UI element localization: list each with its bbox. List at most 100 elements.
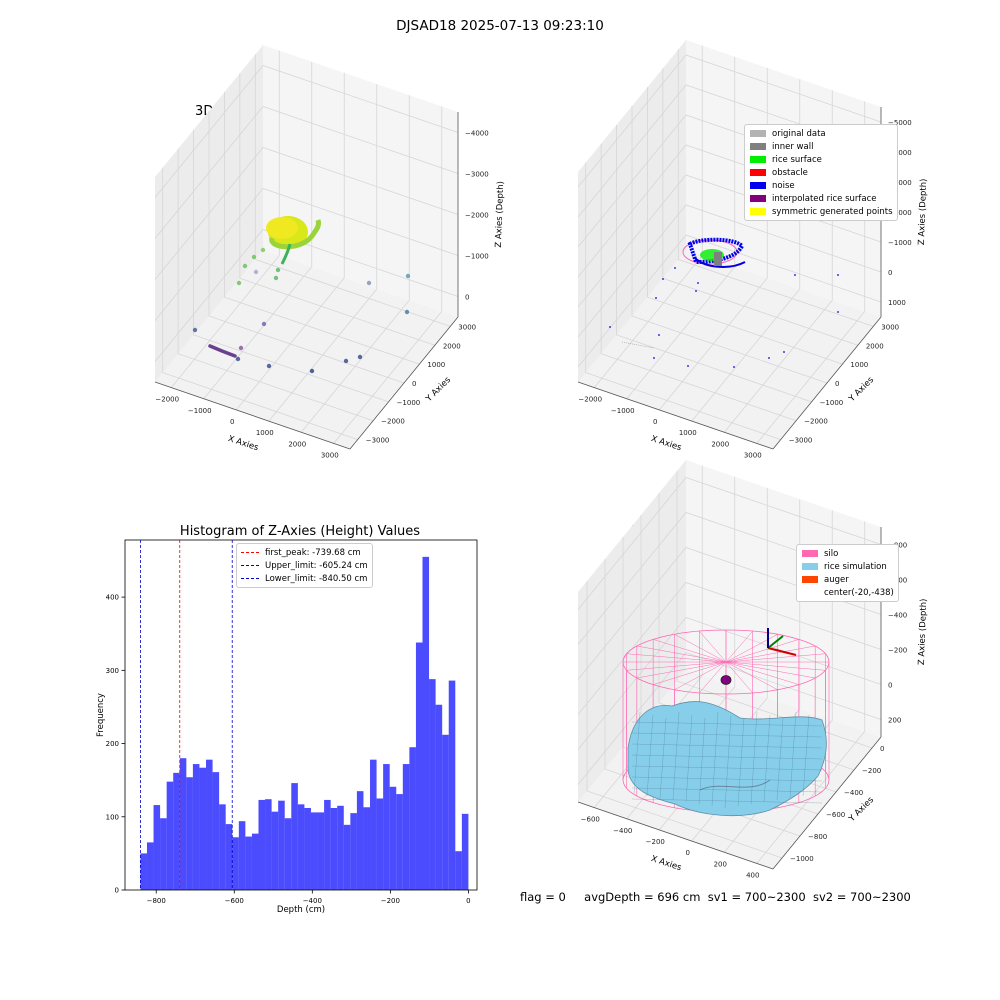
raw-data-point (236, 280, 242, 286)
silo-roof-spoke (725, 661, 778, 690)
y-tick-label: 0 (115, 887, 119, 895)
histogram-bar (310, 812, 318, 890)
raw-grid-z (154, 188, 459, 321)
cls-ytick-label: −2000 (804, 418, 828, 426)
raw-grid-y (254, 54, 451, 327)
sim-ytick-label: −200 (862, 767, 881, 775)
cls-noise-point (768, 357, 770, 359)
rice-mesh-line (789, 711, 797, 799)
legend-swatch (802, 550, 818, 557)
cls-grid-y (647, 87, 843, 365)
axis-arrow-y (767, 635, 784, 649)
legend-item: symmetric generated points (745, 205, 897, 218)
histogram-bar (337, 805, 344, 890)
silo-roof-spoke (653, 661, 727, 685)
cls-xtick-label: 0 (653, 418, 657, 426)
x-tick-label: −200 (381, 897, 400, 905)
silo-roof-spoke (636, 661, 727, 679)
histogram-bar (166, 781, 174, 890)
raw-data-streak (208, 344, 237, 358)
cls-ztick-label: −5000 (888, 119, 912, 127)
histogram-bar (160, 818, 167, 890)
sim-ytick-label: −600 (826, 811, 845, 819)
silo-roof-spoke (725, 661, 826, 671)
legend-label: inner wall (772, 141, 814, 152)
raw-surface-edge (269, 219, 321, 250)
silo-roof-spoke (725, 661, 799, 685)
y-tick-label: 100 (106, 813, 119, 821)
raw-wall-trail (280, 243, 292, 265)
raw-xtick-label: −1000 (188, 407, 212, 415)
cls-noise-point (783, 351, 785, 353)
rice-mesh-line (631, 743, 823, 749)
legend-label: rice simulation (824, 561, 887, 572)
cls-noise-ring (687, 237, 745, 265)
histogram-bar (304, 807, 311, 890)
legend-item: silo (797, 547, 898, 560)
cls-grid-y (585, 162, 781, 440)
sv2-range: sv2 = 700~2300 (812, 890, 911, 904)
histogram-bar (435, 704, 443, 890)
legend-label: Lower_limit: -840.50 cm (265, 573, 368, 584)
silo-roof-spoke (725, 653, 826, 663)
cls-ytick-label: 3000 (881, 323, 899, 331)
raw-ytick-label: 1000 (427, 361, 445, 369)
raw-data-point (251, 254, 257, 260)
y-tick-label: 400 (106, 594, 119, 602)
histogram-bar (225, 824, 233, 890)
raw-grid-y (162, 167, 358, 440)
raw-x-axis-line (154, 381, 351, 450)
legend-item: interpolated rice surface (745, 192, 897, 205)
legend-swatch (750, 169, 766, 176)
sim-y-axis-label: Y Axies (846, 795, 876, 825)
cls-noise-point (653, 357, 655, 359)
rice-mesh-line (685, 714, 693, 803)
silo-roof-spoke (674, 634, 727, 663)
histogram-bar (192, 764, 200, 890)
raw-data-point (343, 358, 349, 364)
raw-grid-z (154, 65, 459, 198)
raw-grid-x (170, 50, 280, 388)
raw-data-point (366, 280, 372, 286)
cls-noise-arc (694, 257, 746, 268)
rice-mesh-line (631, 721, 823, 727)
raw-data-point (261, 321, 267, 327)
histogram-frame (124, 539, 478, 891)
y-tick-label: 300 (106, 667, 119, 675)
raw-grid-y (177, 148, 374, 422)
sim-xtick-label: 200 (714, 860, 727, 868)
cls-xtick-label: 1000 (679, 429, 697, 437)
legend-label: silo (824, 548, 839, 559)
silo-roof-spoke (725, 645, 816, 663)
raw-data-point (260, 247, 266, 253)
cls-noise-point (658, 334, 660, 336)
legend-swatch (802, 563, 818, 570)
histogram-bar (212, 772, 220, 890)
histogram-bar (389, 786, 397, 890)
legend-label: rice surface (772, 154, 822, 165)
cls-ztick-label: 1000 (888, 299, 906, 307)
silo-roof-spoke (653, 639, 727, 663)
axis-arrow-x (767, 647, 797, 656)
rice-mesh-line (776, 717, 784, 801)
raw-data-point (253, 269, 259, 275)
raw-grid-x (235, 72, 345, 411)
sim-x-axis-label: X Axies (650, 854, 683, 873)
raw-ytick-label: 2000 (443, 342, 461, 350)
histogram-bar (251, 833, 259, 890)
cls-xtick-label: −1000 (611, 407, 635, 415)
sim-ztick-label: 200 (888, 717, 901, 725)
silo-roof-spoke (725, 630, 753, 663)
histogram-bar (415, 642, 423, 890)
raw-z-axis-label: Z Axies (Depth) (494, 181, 506, 248)
rice-mesh-line (631, 776, 823, 782)
histogram-bar (146, 842, 154, 890)
silo-roof-spoke (699, 661, 727, 694)
legend-label: original data (772, 128, 826, 139)
histogram-bar (330, 807, 338, 890)
cls-noise-point (687, 365, 689, 367)
raw-xtick-label: 1000 (256, 429, 274, 437)
sim-xtick-label: −200 (646, 838, 665, 846)
